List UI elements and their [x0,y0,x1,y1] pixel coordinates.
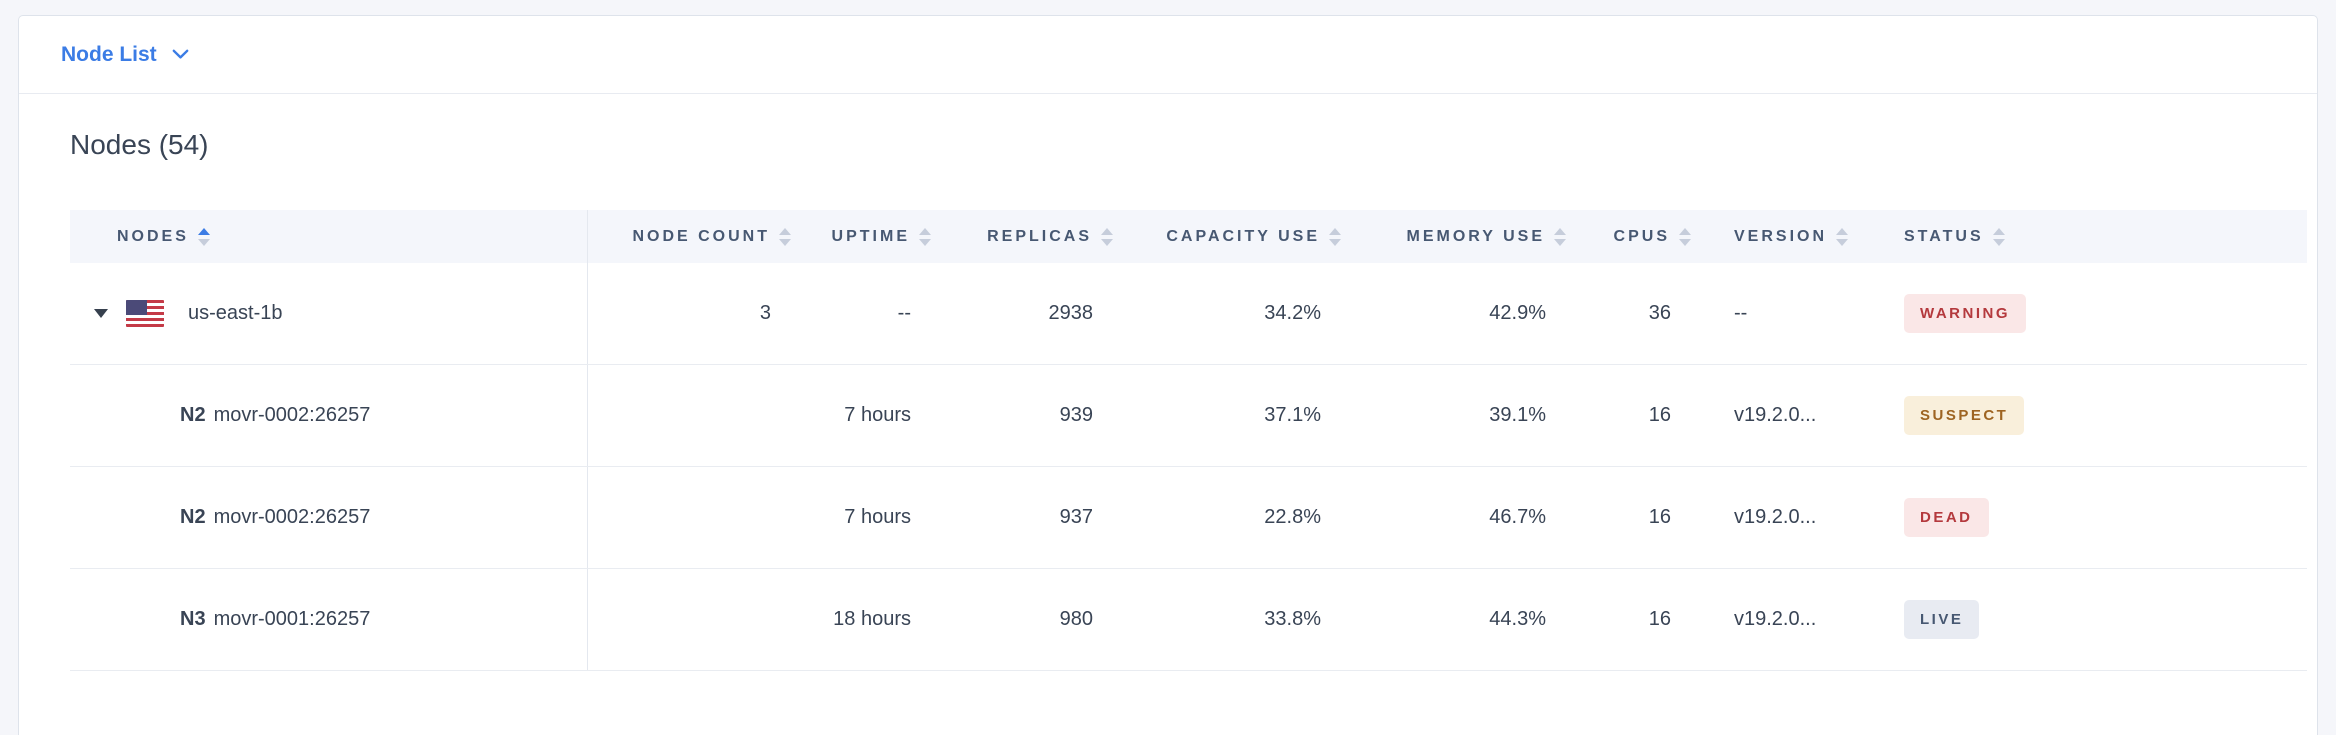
region-row: us-east-1b 3 -- 2938 34.2% 42.9% 36 -- W… [70,263,2307,365]
node-address: movr-0002:26257 [213,404,371,426]
sort-icon [779,227,791,246]
cell-version: v19.2.0... [1734,404,1817,426]
sort-icon [919,227,931,246]
column-header-capacity-use[interactable]: CAPACITY USE [1123,210,1351,263]
sort-icon [1679,227,1691,246]
cell-capacity-use: 33.8% [1264,608,1321,630]
cell-node-name[interactable]: N2 movr-0002:26257 [70,467,588,568]
sort-icon [197,227,210,246]
node-row: N3 movr-0001:26257 18 hours 980 33.8% 44… [70,569,2307,671]
node-id: N2 [180,404,206,426]
cell-replicas: 2938 [1048,302,1094,324]
column-label: CPUS [1613,227,1670,245]
column-header-cpus[interactable]: CPUS [1576,210,1701,263]
card-header: Node List [19,16,2317,94]
us-flag-icon [126,300,164,327]
cell-node-count [588,569,801,670]
collapse-caret-icon[interactable] [90,305,112,322]
cell-replicas: 980 [1059,608,1093,630]
cell-version: v19.2.0... [1734,608,1817,630]
cell-cpus: 16 [1648,608,1671,630]
cell-uptime: -- [897,302,911,324]
column-header-node-count[interactable]: NODE COUNT [588,210,801,263]
table-header-row: NODES NODE COUNT UPTIME REPLICAS CAPACIT… [70,210,2307,263]
column-header-version[interactable]: VERSION [1701,210,1876,263]
cell-replicas: 939 [1059,404,1093,426]
sort-icon [1101,227,1113,246]
cell-node-name[interactable]: N2 movr-0002:26257 [70,365,588,466]
node-address: movr-0001:26257 [213,608,371,630]
cell-node-name[interactable]: N3 movr-0001:26257 [70,569,588,670]
status-badge: LIVE [1904,600,1980,639]
cell-cpus: 16 [1648,506,1671,528]
column-header-memory-use[interactable]: MEMORY USE [1351,210,1576,263]
page-title: Nodes (54) [70,129,209,160]
node-id: N3 [180,608,206,630]
nodes-card: Node List Nodes (54) NODES NODE COUNT UP… [18,15,2318,735]
cell-memory-use: 44.3% [1489,608,1546,630]
cell-status: SUSPECT [1876,365,2307,466]
column-header-replicas[interactable]: REPLICAS [941,210,1123,263]
sort-icon [1329,227,1341,246]
status-badge: WARNING [1904,294,2026,333]
cell-replicas: 937 [1059,506,1093,528]
cell-node-count [588,467,801,568]
column-label: MEMORY USE [1406,227,1545,245]
chevron-down-icon [172,49,189,60]
node-row: N2 movr-0002:26257 7 hours 939 37.1% 39.… [70,365,2307,467]
cell-memory-use: 39.1% [1489,404,1546,426]
cell-memory-use: 42.9% [1489,302,1546,324]
column-label: STATUS [1904,227,1984,245]
region-name[interactable]: us-east-1b [188,302,283,324]
cell-cpus: 16 [1648,404,1671,426]
column-label: CAPACITY USE [1166,227,1320,245]
node-row: N2 movr-0002:26257 7 hours 937 22.8% 46.… [70,467,2307,569]
cell-node-count [588,365,801,466]
status-badge: DEAD [1904,498,1989,537]
nodes-table: NODES NODE COUNT UPTIME REPLICAS CAPACIT… [70,210,2307,671]
node-address: movr-0002:26257 [213,506,371,528]
cell-status: LIVE [1876,569,2307,670]
cell-capacity-use: 34.2% [1264,302,1321,324]
column-label: REPLICAS [987,227,1092,245]
cell-memory-use: 46.7% [1489,506,1546,528]
status-badge: SUSPECT [1904,396,2025,435]
cell-capacity-use: 37.1% [1264,404,1321,426]
column-header-uptime[interactable]: UPTIME [801,210,941,263]
node-list-view-dropdown[interactable]: Node List [61,43,189,67]
cell-status: DEAD [1876,467,2307,568]
sort-icon [1836,227,1849,246]
cell-version: -- [1734,302,1748,324]
node-list-view-label: Node List [61,42,157,66]
cell-cpus: 36 [1648,302,1671,324]
node-list-page: { "page": { "view_dropdown_label": "Node… [18,15,2318,735]
column-header-status[interactable]: STATUS [1876,210,2307,263]
cell-uptime: 7 hours [844,506,911,528]
column-header-nodes[interactable]: NODES [70,210,588,263]
cell-uptime: 7 hours [844,404,911,426]
cell-node-count: 3 [759,302,771,324]
node-id: N2 [180,506,206,528]
cell-region: us-east-1b [70,263,588,364]
cell-uptime: 18 hours [833,608,911,630]
column-label: VERSION [1734,227,1828,245]
cell-capacity-use: 22.8% [1264,506,1321,528]
sort-icon [1554,227,1566,246]
column-label: NODES [117,227,189,245]
sort-icon [1992,227,2005,246]
column-label: UPTIME [831,227,910,245]
cell-version: v19.2.0... [1734,506,1817,528]
column-label: NODE COUNT [632,227,770,245]
cell-status: WARNING [1876,263,2307,364]
